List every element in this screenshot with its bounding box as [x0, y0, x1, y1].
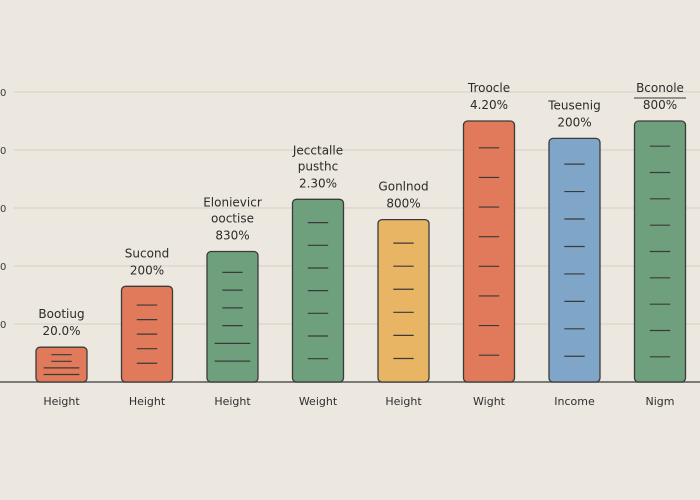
y-tick-label: 0: [0, 88, 6, 99]
bar-name-label: Bconole: [636, 81, 684, 95]
bar-name-label: Jecctalle pusthc: [292, 143, 343, 173]
bar-labels: 20.0% Bootiug 200% Sucond 830% Elonievicr ooct…: [38, 81, 686, 338]
bar-name-label: Sucond: [125, 246, 169, 260]
x-category-label: Weight: [299, 395, 338, 408]
x-category-label: Height: [129, 395, 166, 408]
bar-name-label: Bootiug: [38, 307, 84, 321]
bar-name-line: Elonievicr: [203, 196, 262, 210]
bar-value-label: 4.20%: [470, 98, 508, 112]
y-tick-label: 0: [0, 204, 6, 215]
bar-value-label: 800%: [386, 197, 420, 211]
y-tick-label: 0: [0, 262, 6, 273]
bar-name-label: Troocle: [467, 81, 510, 95]
bar-name-line: pusthc: [298, 159, 338, 173]
bar: [548, 137, 601, 383]
bar-value-label: 2.30%: [299, 176, 337, 190]
bar-name-label: Teusenig: [547, 98, 600, 112]
x-category-label: Nigm: [646, 395, 675, 408]
bar-value-label: 200%: [557, 115, 591, 129]
bar: [377, 218, 430, 383]
x-category-label: Height: [214, 395, 251, 408]
bar-value-label: 20.0%: [42, 324, 80, 338]
x-category-label: Height: [385, 395, 422, 408]
x-category-label: Wight: [473, 395, 506, 408]
y-axis-ticks: 0 0 0 0 0: [0, 88, 6, 331]
bar-name-label: Gonlnod: [378, 180, 428, 194]
bar-value-label: 200%: [130, 263, 164, 277]
bar: [206, 250, 259, 383]
x-category-label: Income: [554, 395, 595, 408]
bar-name-line: Jecctalle: [292, 143, 343, 157]
bar-value-label: 830%: [215, 229, 249, 243]
bar-value-label: 800%: [643, 98, 677, 112]
bar-name-label: Elonievicr ooctise: [203, 196, 262, 226]
y-tick-label: 0: [0, 146, 6, 157]
bar: [462, 120, 516, 383]
bars: [35, 120, 687, 383]
y-tick-label: 0: [0, 320, 6, 331]
bar: [35, 346, 88, 383]
bar-name-line: ooctise: [211, 212, 254, 226]
x-axis-categories: Height Height Height Weight Height Wight Incom…: [43, 395, 674, 408]
x-category-label: Height: [43, 395, 80, 408]
